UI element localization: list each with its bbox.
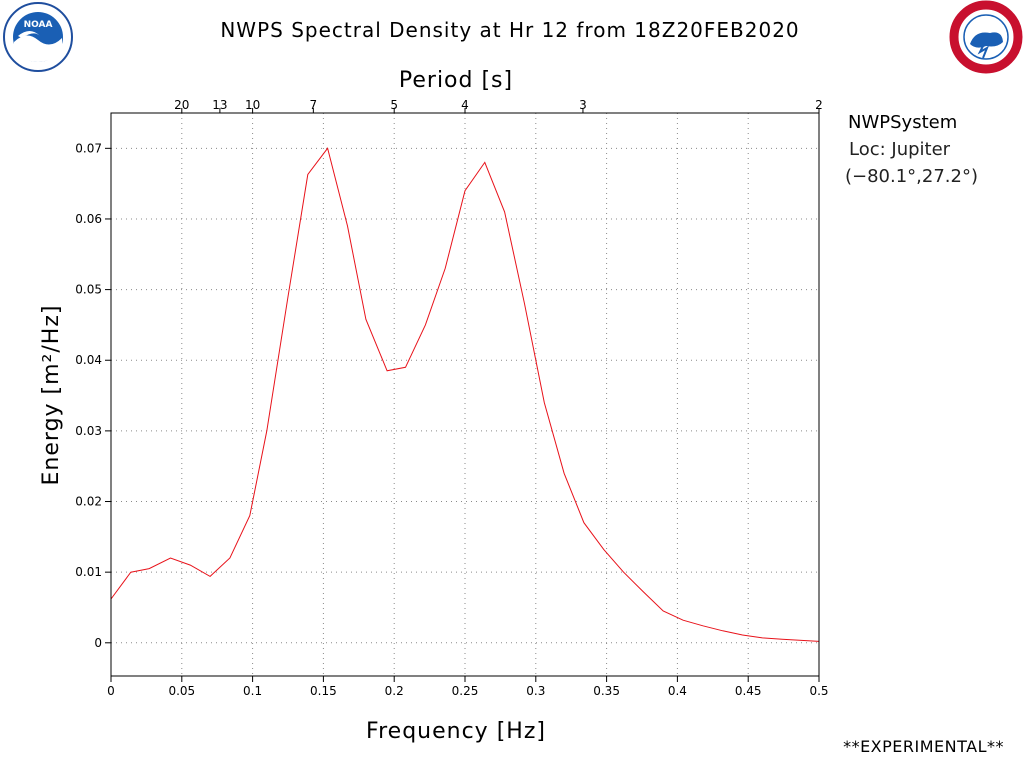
x-tick-label: 0.1 xyxy=(243,684,262,698)
energy-series-line xyxy=(110,147,820,642)
noaa-logo-text: NOAA xyxy=(24,20,53,30)
x-tick-label: 0.5 xyxy=(809,684,828,698)
x-tick-label: 0.25 xyxy=(452,684,479,698)
plot-frame xyxy=(110,112,820,677)
location-coords: (−80.1°,27.2°) xyxy=(845,166,978,187)
y-tick-label: 0.02 xyxy=(75,495,102,509)
location-name: Loc: Jupiter xyxy=(849,139,951,160)
x-tick-label: 0 xyxy=(107,684,115,698)
period-tick-label: 10 xyxy=(245,98,260,112)
x-tick-label: 0.3 xyxy=(526,684,545,698)
axis-ticks xyxy=(105,108,820,682)
tick-labels: 0 0.05 0.1 0.15 0.2 0.25 0.3 0.35 0.4 0.45 0.5 0 0.0… xyxy=(75,98,828,698)
y-tick-label: 0.06 xyxy=(75,212,102,226)
period-tick-label: 13 xyxy=(212,98,227,112)
x-tick-label: 0.4 xyxy=(668,684,687,698)
y-tick-label: 0.07 xyxy=(75,141,102,155)
x-tick-label: 0.15 xyxy=(310,684,337,698)
y-tick-label: 0.05 xyxy=(75,283,102,297)
y-tick-label: 0 xyxy=(94,636,102,650)
chart-title: NWPS Spectral Density at Hr 12 from 18Z2… xyxy=(220,18,799,42)
data-layer xyxy=(110,147,820,642)
y-axis-label: Energy [m²/Hz] xyxy=(39,305,64,486)
experimental-note: **EXPERIMENTAL** xyxy=(843,737,1004,756)
grid-lines xyxy=(111,113,819,676)
x-axis-label: Frequency [Hz] xyxy=(366,719,546,744)
period-tick-label: 4 xyxy=(461,98,469,112)
x-tick-label: 0.05 xyxy=(168,684,195,698)
y-tick-label: 0.01 xyxy=(75,565,102,579)
top-axis-label: Period [s] xyxy=(399,68,513,93)
system-name: NWPSystem xyxy=(848,112,957,133)
period-tick-label: 7 xyxy=(310,98,318,112)
x-tick-label: 0.2 xyxy=(385,684,404,698)
period-tick-label: 2 xyxy=(815,98,823,112)
x-tick-label: 0.35 xyxy=(593,684,620,698)
nws-logo-icon xyxy=(949,0,1023,74)
period-tick-label: 5 xyxy=(390,98,398,112)
period-tick-label: 20 xyxy=(174,98,189,112)
y-tick-label: 0.04 xyxy=(75,353,102,367)
x-tick-label: 0.45 xyxy=(735,684,762,698)
y-tick-label: 0.03 xyxy=(75,424,102,438)
period-tick-label: 3 xyxy=(579,98,587,112)
noaa-logo-icon: NOAA xyxy=(3,2,73,72)
